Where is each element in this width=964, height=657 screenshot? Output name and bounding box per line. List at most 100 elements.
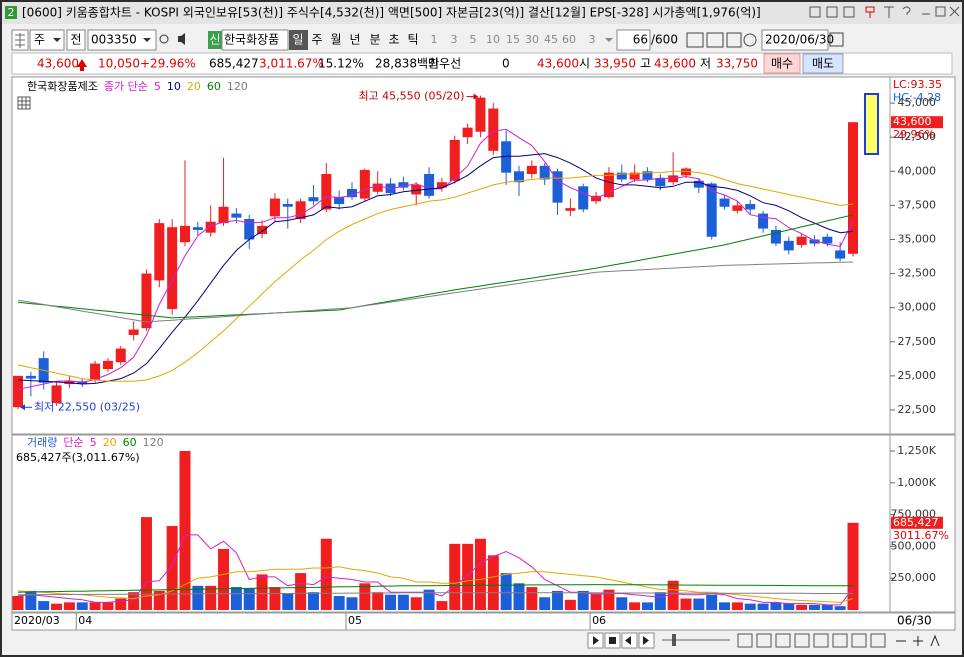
icon[interactable] bbox=[686, 32, 704, 48]
name-box[interactable] bbox=[221, 29, 289, 51]
sell-button[interactable] bbox=[802, 53, 844, 74]
period[interactable]: 년 bbox=[349, 33, 360, 47]
legend-entry: 5 bbox=[90, 436, 97, 449]
legend-entry: 거래량 bbox=[27, 436, 57, 449]
icon[interactable] bbox=[726, 32, 742, 48]
period[interactable]: 일 bbox=[292, 33, 303, 47]
volume-bar bbox=[410, 597, 422, 610]
volume-bar bbox=[757, 603, 769, 610]
total: /600 bbox=[651, 33, 678, 47]
candle-body bbox=[308, 197, 319, 202]
y-tick-label: 37,500 bbox=[898, 198, 937, 211]
candle-body bbox=[514, 171, 524, 183]
interval[interactable]: 60 bbox=[562, 33, 576, 46]
max-arrow-head bbox=[473, 93, 479, 100]
buy-label: 매수 bbox=[771, 57, 793, 71]
icon[interactable] bbox=[843, 6, 855, 18]
period[interactable]: 틱 bbox=[407, 33, 418, 47]
icon[interactable] bbox=[809, 6, 821, 18]
legend-entry: 종가 단순 bbox=[104, 80, 148, 93]
ma-line bbox=[17, 261, 854, 323]
candle-body bbox=[372, 183, 383, 192]
price-tag-bg bbox=[891, 116, 943, 129]
count[interactable]: 3 bbox=[589, 33, 596, 46]
candle-body bbox=[693, 180, 704, 188]
dropdown bbox=[143, 38, 151, 42]
candle-body bbox=[13, 375, 23, 408]
volume-bar bbox=[385, 594, 397, 610]
info-item: 43,600 bbox=[37, 57, 79, 71]
icon[interactable] bbox=[826, 6, 838, 18]
icon[interactable] bbox=[706, 32, 724, 48]
volume-bar bbox=[346, 597, 358, 610]
buy-button[interactable] bbox=[763, 53, 801, 74]
icon[interactable] bbox=[756, 633, 772, 648]
interval[interactable]: 15 bbox=[506, 33, 520, 46]
volume-bar bbox=[680, 598, 692, 610]
code-input[interactable] bbox=[87, 29, 157, 51]
y-tick-label: 27,500 bbox=[898, 335, 937, 348]
interval[interactable]: 5 bbox=[470, 33, 477, 46]
zoom-icons[interactable] bbox=[896, 634, 940, 647]
period[interactable]: 주 bbox=[311, 33, 322, 47]
calendar-icon[interactable] bbox=[829, 32, 844, 47]
icon[interactable] bbox=[813, 633, 829, 648]
interval[interactable]: 3 bbox=[451, 33, 458, 46]
icon[interactable] bbox=[870, 633, 886, 648]
candle-body bbox=[565, 208, 576, 211]
market-select[interactable] bbox=[29, 29, 65, 51]
intervals: 1 3 5 10 15 30 45 60 3 bbox=[431, 33, 596, 46]
help-icon[interactable] bbox=[902, 6, 911, 15]
info-item: 685,427 bbox=[209, 57, 259, 71]
search-icon[interactable] bbox=[159, 34, 169, 44]
volume-bar bbox=[269, 587, 281, 610]
y-tick-label: 30,000 bbox=[898, 301, 937, 314]
icon[interactable] bbox=[794, 633, 810, 648]
y-tick-label: 25,000 bbox=[898, 369, 937, 382]
period[interactable]: 분 bbox=[369, 33, 380, 47]
volume-bar bbox=[603, 589, 615, 610]
maximize[interactable] bbox=[935, 6, 946, 17]
date-input[interactable] bbox=[761, 29, 829, 51]
candle-body bbox=[848, 122, 858, 254]
table-icon[interactable] bbox=[17, 96, 31, 110]
volume-bar bbox=[654, 592, 666, 610]
candle-body bbox=[398, 182, 409, 188]
period[interactable]: 월 bbox=[330, 33, 341, 47]
legend-entry: 60 bbox=[207, 80, 221, 93]
candle-body bbox=[616, 172, 627, 180]
interval[interactable]: 1 bbox=[431, 33, 438, 46]
volume-bar bbox=[230, 587, 242, 610]
info-item: 43,600 bbox=[537, 57, 579, 71]
period[interactable]: 초 bbox=[388, 33, 399, 47]
candle-body bbox=[436, 182, 447, 188]
candle-body bbox=[526, 165, 537, 175]
icon[interactable] bbox=[851, 633, 867, 648]
interval[interactable]: 45 bbox=[544, 33, 558, 46]
close[interactable] bbox=[949, 6, 960, 17]
volume-bar bbox=[115, 598, 127, 610]
volume-bar bbox=[256, 574, 268, 610]
candle-body bbox=[218, 206, 229, 224]
play-icon bbox=[593, 636, 599, 645]
interval[interactable]: 30 bbox=[525, 33, 539, 46]
icon[interactable] bbox=[775, 633, 791, 648]
volume-bar bbox=[243, 588, 255, 610]
speaker-icon[interactable] bbox=[178, 33, 185, 45]
right-label: 29.96% bbox=[893, 128, 935, 141]
mode-button[interactable] bbox=[66, 29, 86, 51]
icon[interactable] bbox=[832, 633, 848, 648]
volume-bar bbox=[436, 601, 448, 610]
settings-icon[interactable] bbox=[743, 33, 757, 47]
pin-icon[interactable] bbox=[865, 6, 875, 18]
candle-body bbox=[128, 329, 139, 335]
interval[interactable]: 10 bbox=[486, 33, 500, 46]
shown-box[interactable] bbox=[616, 29, 651, 51]
volume-bar bbox=[63, 602, 75, 610]
icon[interactable] bbox=[737, 633, 753, 648]
zoom-thumb[interactable] bbox=[672, 634, 676, 646]
font-icon[interactable] bbox=[884, 6, 894, 18]
volume-bar bbox=[179, 450, 191, 610]
